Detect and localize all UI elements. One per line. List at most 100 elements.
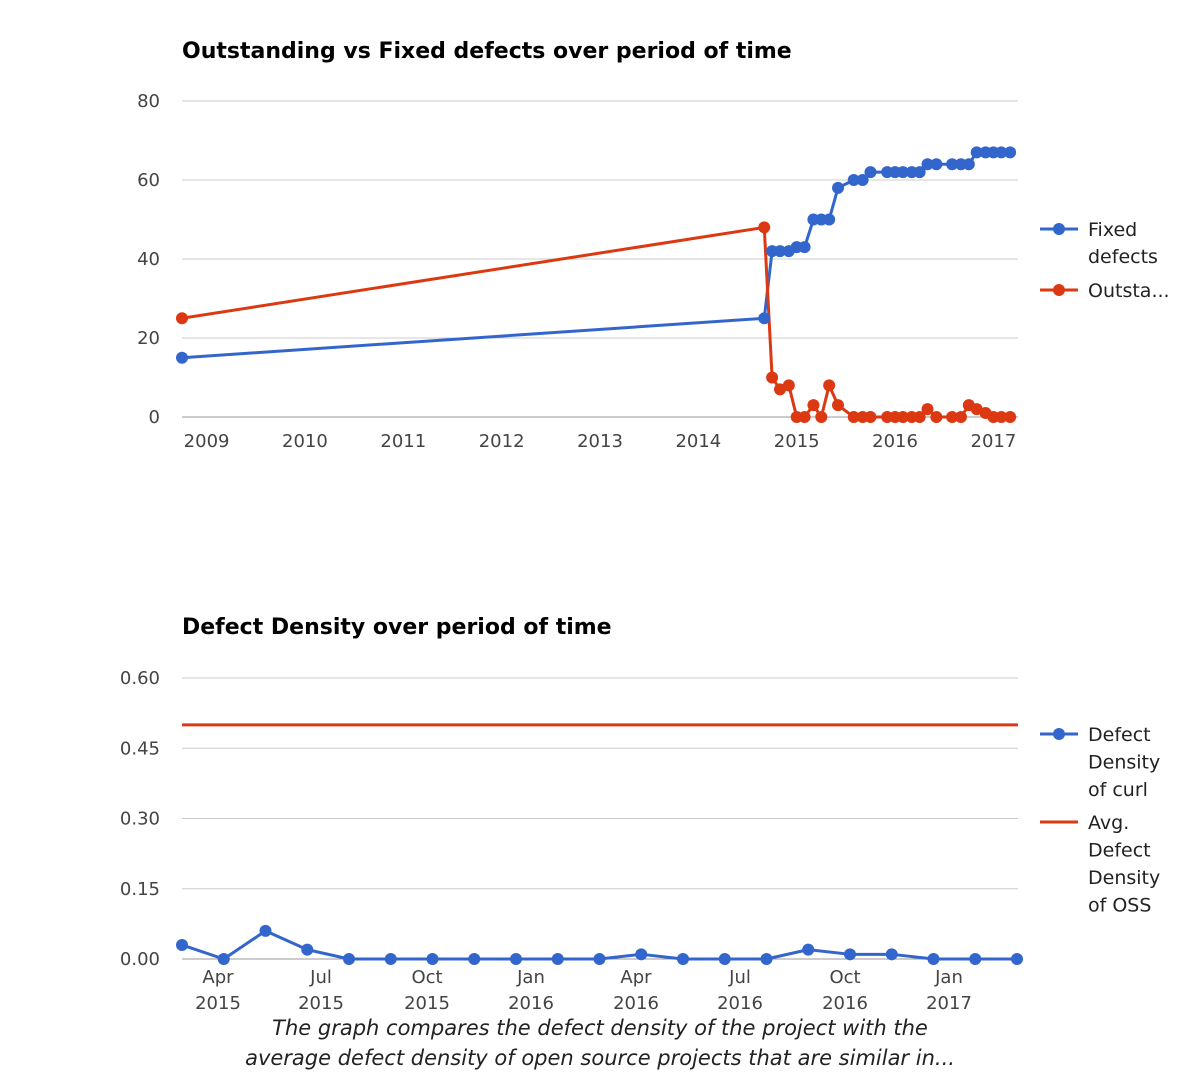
chart1-legend-marker (1053, 284, 1065, 296)
chart2-y-tick-label: 0.60 (120, 668, 160, 689)
chart1-data-point (832, 181, 845, 194)
chart1-data-point (995, 411, 1008, 423)
chart1-data-point (758, 312, 771, 325)
chart2-data-point (259, 924, 272, 937)
chart1-y-tick-label: 40 (137, 249, 160, 270)
chart2-x-axis: Apr 2015 Jul 2015 Oct 2015 Jan 2016 Apr 2016 Jul 20… (195, 967, 972, 1014)
chart1-data-point (798, 411, 811, 423)
chart2-x-tick-label: Jul (728, 967, 751, 988)
chart2-points (176, 924, 1023, 965)
chart1-data-point (913, 166, 926, 179)
chart1-data-point (995, 146, 1008, 159)
chart1-series-lines (181, 150, 1011, 419)
chart2-x-tick-label: Apr (202, 967, 234, 988)
chart2-legend-marker (1053, 728, 1065, 740)
chart2-x-tick-label: Jan (516, 967, 545, 988)
chart1-data-point (946, 411, 959, 423)
chart2-data-point (885, 948, 898, 961)
chart2-y-axis: 0.00 0.15 0.30 0.45 0.60 (120, 668, 160, 970)
chart2-data-point (176, 938, 188, 951)
chart2-y-tick-label: 0.15 (120, 879, 160, 900)
chart1-legend-label: defects (1088, 246, 1158, 268)
chart2-data-point (343, 953, 355, 965)
chart2-x-tick-label: 2016 (717, 993, 763, 1014)
chart1-legend[interactable]: Fixed defects Outsta... (1040, 219, 1170, 302)
defect-density-chart: Defect Density over period of time 0.00 0… (120, 615, 1160, 1014)
chart1-series-line-1 (181, 225, 1011, 419)
chart1-data-point (1004, 411, 1017, 423)
chart1-x-tick-label: 2017 (971, 431, 1017, 452)
chart2-x-tick-label: 2017 (926, 993, 972, 1014)
chart2-data-point (802, 943, 815, 956)
chart2-legend[interactable]: Defect Density of curl Avg. Defect Density of … (1040, 724, 1160, 917)
chart1-data-point (930, 158, 943, 171)
chart1-data-point (807, 399, 820, 412)
chart2-data-point (718, 953, 731, 965)
chart2-data-point (593, 953, 606, 965)
chart2-legend-label: Defect (1088, 840, 1151, 862)
chart2-legend-label: Avg. (1088, 812, 1129, 834)
chart1-data-point (954, 411, 967, 423)
chart1-x-tick-label: 2010 (282, 431, 328, 452)
chart2-y-tick-label: 0.00 (120, 949, 160, 970)
chart1-data-point (921, 403, 934, 416)
chart1-x-tick-label: 2009 (184, 431, 230, 452)
chart1-data-point (176, 351, 188, 364)
chart1-x-tick-label: 2015 (774, 431, 820, 452)
chart1-data-point (913, 411, 926, 423)
chart2-x-tick-label: 2015 (195, 993, 241, 1014)
chart1-legend-label: Outsta... (1088, 280, 1170, 302)
chart1-data-point (847, 411, 860, 423)
chart2-data-point (969, 953, 982, 965)
chart1-data-point (823, 379, 836, 392)
chart2-x-tick-label: Apr (620, 967, 652, 988)
chart1-y-tick-label: 80 (137, 91, 160, 112)
chart2-legend-label: Density (1088, 752, 1160, 774)
chart1-data-point (847, 174, 860, 186)
chart2-x-tick-label: 2016 (822, 993, 868, 1014)
chart2-data-point (301, 943, 314, 956)
chart1-x-tick-label: 2014 (675, 431, 721, 452)
chart2-x-tick-label: Jan (934, 967, 963, 988)
chart2-data-point (510, 953, 522, 965)
chart1-data-point (864, 166, 877, 179)
chart1-data-point (946, 158, 959, 171)
chart1-data-point (798, 241, 811, 254)
chart1-data-point (962, 158, 975, 171)
chart2-x-tick-label: Oct (411, 967, 442, 988)
chart1-x-tick-label: 2013 (577, 431, 623, 452)
chart1-data-point (930, 411, 943, 423)
chart2-legend-label: Defect (1088, 724, 1151, 746)
chart1-y-axis: 0 20 40 60 80 (137, 91, 160, 428)
chart1-x-tick-label: 2012 (479, 431, 525, 452)
chart1-data-point (864, 411, 877, 423)
chart1-data-point (856, 174, 869, 186)
chart2-gridlines (182, 677, 1018, 960)
chart1-y-tick-label: 0 (149, 407, 160, 428)
chart1-legend-label: Fixed (1088, 219, 1137, 241)
chart1-x-axis: 2009 2010 2011 2012 2013 2014 2015 2016 2017 (184, 431, 1017, 452)
chart2-data-point (677, 953, 689, 965)
chart1-data-point (773, 245, 786, 258)
chart2-x-tick-label: 2016 (508, 993, 554, 1014)
chart2-data-point (384, 953, 397, 965)
chart1-x-tick-label: 2016 (872, 431, 918, 452)
chart2-title: Defect Density over period of time (182, 615, 612, 640)
chart1-data-point (896, 166, 909, 179)
chart1-data-point (896, 411, 909, 423)
chart2-x-tick-label: 2015 (404, 993, 450, 1014)
chart2-legend-label: Density (1088, 867, 1160, 889)
chart2-x-tick-label: 2016 (613, 993, 659, 1014)
chart2-data-point (426, 953, 439, 965)
chart2-x-tick-label: Jul (309, 967, 332, 988)
chart2-data-point (217, 953, 230, 965)
chart1-data-point (832, 399, 845, 412)
chart1-data-point (921, 158, 934, 171)
chart2-legend-label: of OSS (1088, 895, 1151, 917)
chart1-data-point (758, 221, 771, 234)
fixed-outstanding-chart: Outstanding vs Fixed defects over period… (137, 39, 1169, 452)
chart1-data-point (970, 146, 983, 159)
chart1-data-point (1004, 146, 1017, 159)
chart2-data-point (551, 953, 564, 965)
